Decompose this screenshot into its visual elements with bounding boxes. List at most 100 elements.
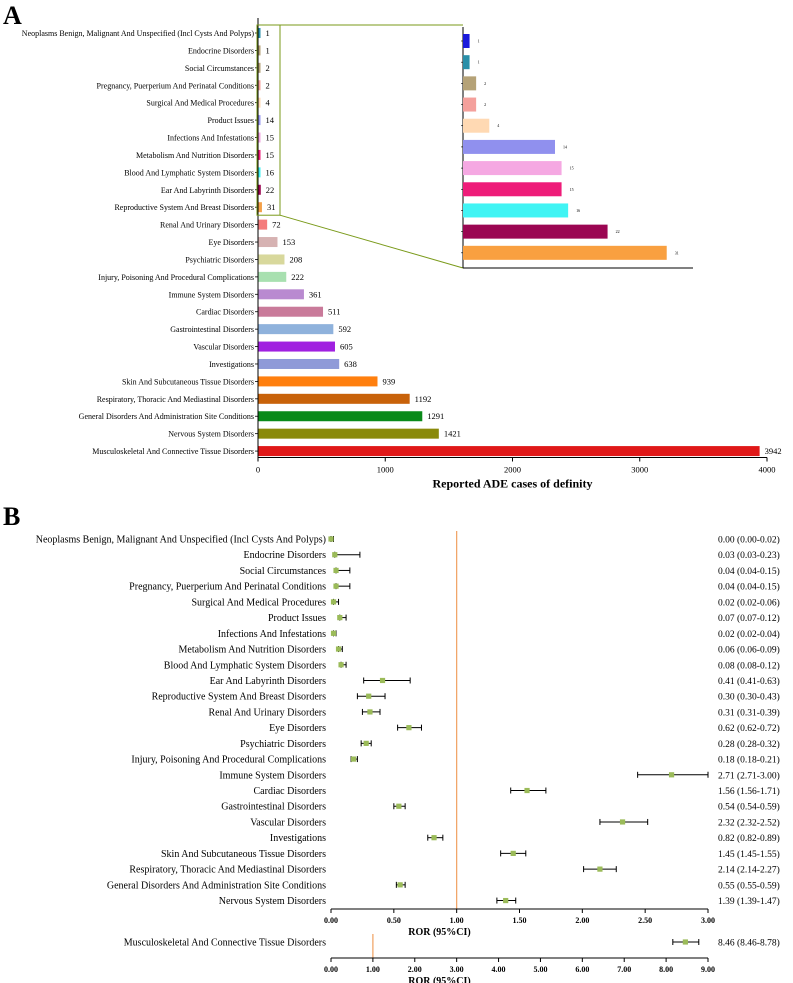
category-label: Infections And Infestations — [167, 134, 254, 143]
row-label: Endocrine Disorders — [244, 550, 327, 561]
ror-value-label: 0.82 (0.82-0.89) — [718, 833, 780, 844]
x-tick-label: 2.00 — [408, 965, 422, 974]
x-tick-label: 0.50 — [387, 916, 401, 925]
category-label: Musculoskeletal And Connective Tissue Di… — [92, 447, 254, 456]
row-label: Investigations — [270, 833, 326, 844]
row-label: Gastrointestinal Disorders — [221, 802, 326, 813]
bar — [258, 324, 334, 335]
x-tick-label: 1.00 — [366, 965, 380, 974]
ror-value-label: 0.04 (0.04-0.15) — [718, 566, 780, 577]
ror-value-label: 0.02 (0.02-0.04) — [718, 629, 780, 640]
bar-value-label: 14 — [266, 115, 275, 125]
inset-bar — [463, 182, 562, 197]
ror-marker — [431, 835, 437, 841]
x-axis-title: ROR (95%CI) — [408, 976, 471, 983]
ror-marker — [328, 536, 334, 542]
ror-value-label: 2.71 (2.71-3.00) — [718, 770, 780, 781]
panel-b-label: B — [3, 502, 20, 531]
category-label: Investigations — [209, 360, 254, 369]
inset-bar — [463, 139, 555, 154]
ror-marker — [338, 662, 344, 668]
ror-value-label: 0.31 (0.31-0.39) — [718, 707, 780, 718]
ror-value-label: 0.04 (0.04-0.15) — [718, 582, 780, 593]
bar — [258, 115, 261, 126]
x-tick-label: 3.00 — [701, 916, 715, 925]
bar-value-label: 208 — [289, 254, 302, 264]
inset-bar-value-label: 2 — [484, 102, 486, 107]
row-label: Respiratory, Thoracic And Mediastinal Di… — [129, 865, 326, 876]
category-label: Immune System Disorders — [169, 290, 254, 299]
ror-marker — [503, 897, 509, 904]
x-tick-label: 4000 — [759, 465, 776, 475]
bar-value-label: 1 — [266, 45, 270, 55]
inset-bar-value-label: 31 — [675, 250, 679, 255]
ror-marker — [396, 803, 402, 809]
ror-value-label: 0.54 (0.54-0.59) — [718, 802, 780, 813]
ror-marker — [335, 646, 342, 652]
inset-bar — [463, 161, 562, 176]
bar-value-label: 4 — [266, 98, 271, 108]
bar — [258, 289, 304, 300]
row-label: Surgical And Medical Procedures — [191, 597, 326, 608]
row-label: Vascular Disorders — [250, 817, 326, 828]
x-tick-label: 2.50 — [638, 916, 652, 925]
bar-value-label: 361 — [309, 289, 322, 299]
bar — [258, 341, 335, 352]
row-label: Social Circumstances — [240, 566, 326, 577]
row-label: Musculoskeletal And Connective Tissue Di… — [124, 938, 326, 949]
ror-value-label: 1.39 (1.39-1.47) — [718, 896, 780, 907]
category-label: Product Issues — [208, 116, 254, 125]
ror-value-label: 0.08 (0.08-0.12) — [718, 660, 780, 671]
ror-value-label: 0.02 (0.02-0.06) — [718, 597, 780, 608]
inset-bar — [463, 34, 470, 48]
bar-value-label: 16 — [266, 167, 275, 177]
x-axis-title: Reported ADE cases of definity — [433, 477, 593, 491]
row-label: Nervous System Disorders — [219, 896, 326, 907]
bar-value-label: 15 — [266, 150, 275, 160]
row-label: Neoplasms Benign, Malignant And Unspecif… — [36, 535, 326, 546]
ror-marker — [406, 725, 412, 731]
bar — [258, 28, 261, 38]
category-label: Gastrointestinal Disorders — [170, 325, 254, 334]
row-label: Infections And Infestations — [218, 629, 326, 640]
bar — [258, 97, 261, 108]
zoom-connector-bottom — [279, 214, 464, 269]
row-label: Cardiac Disorders — [254, 786, 327, 797]
ror-value-label: 0.41 (0.41-0.63) — [718, 676, 780, 687]
row-label: Metabolism And Nutrition Disorders — [179, 645, 327, 656]
ror-marker — [367, 709, 373, 715]
x-tick-label: 9.00 — [701, 965, 715, 974]
bar — [258, 411, 423, 422]
ror-marker — [366, 693, 372, 699]
inset-bar — [463, 245, 667, 260]
bar — [258, 446, 760, 457]
ror-marker — [330, 599, 337, 605]
row-label: General Disorders And Administration Sit… — [107, 880, 326, 891]
bar — [258, 428, 439, 439]
bar-value-label: 2 — [266, 63, 270, 73]
bar — [258, 167, 261, 178]
category-label: Neoplasms Benign, Malignant And Unspecif… — [22, 29, 255, 38]
ror-marker — [332, 552, 338, 558]
ror-marker — [333, 583, 339, 589]
row-label: Eye Disorders — [269, 723, 326, 734]
bar-value-label: 2 — [266, 80, 270, 90]
row-label: Psychiatric Disorders — [240, 739, 326, 750]
bar-value-label: 1 — [266, 28, 270, 38]
bar — [258, 219, 268, 230]
bar-value-label: 22 — [266, 185, 275, 195]
ror-value-label: 0.07 (0.07-0.12) — [718, 613, 780, 624]
inset-bar-value-label: 4 — [497, 123, 499, 128]
row-label: Renal And Urinary Disorders — [209, 707, 327, 718]
inset-bar — [463, 118, 490, 133]
category-label: Vascular Disorders — [193, 343, 254, 352]
ror-marker — [524, 787, 530, 794]
ror-value-label: 1.56 (1.56-1.71) — [718, 786, 780, 797]
ror-marker — [397, 882, 403, 888]
bar-value-label: 31 — [267, 202, 276, 212]
panel-b-forest-plot: Neoplasms Benign, Malignant And Unspecif… — [36, 531, 780, 938]
ror-marker — [330, 630, 337, 636]
inset-bar — [463, 97, 477, 112]
